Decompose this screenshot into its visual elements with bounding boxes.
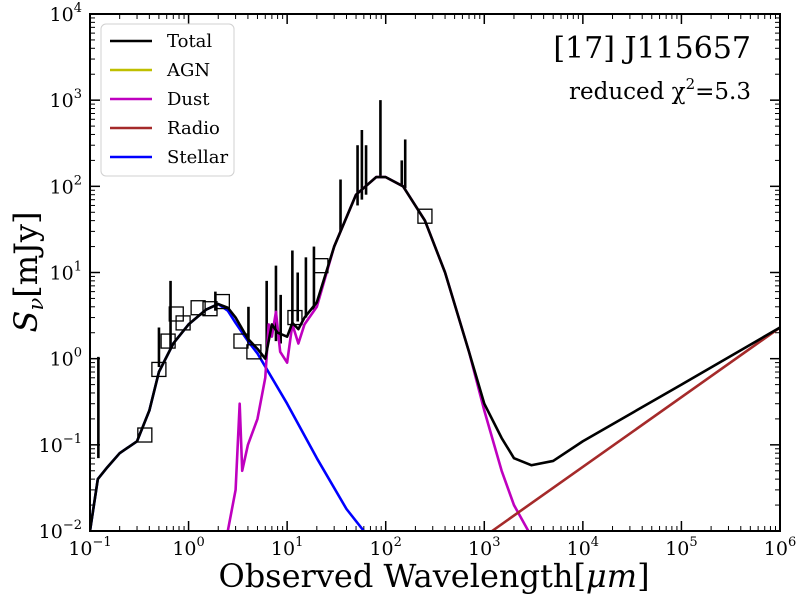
- x-tick-exp: 6: [788, 535, 796, 550]
- legend-label-stellar: Stellar: [167, 147, 228, 168]
- y-tick-base: 10: [50, 176, 74, 198]
- x-tick-label: 105: [665, 535, 697, 560]
- x-tick-base: 10: [567, 538, 591, 560]
- y-tick-base: 10: [50, 349, 74, 371]
- x-tick-label: 106: [764, 535, 796, 560]
- x-tick-label: 10−1: [68, 535, 111, 560]
- y-tick-exp: −2: [63, 518, 82, 533]
- y-tick-exp: −1: [63, 432, 82, 447]
- subtitle-power: 2: [686, 75, 696, 93]
- chart-subtitle: reduced χ2=5.3: [569, 75, 751, 105]
- x-tick-labels: 10−1 100 101 102 103 104 105 106: [68, 535, 796, 560]
- x-tick-label: 104: [567, 535, 599, 560]
- y-axis-label-symbol: S: [7, 311, 45, 333]
- observation-marker: [175, 315, 191, 331]
- x-axis-label-close: ]: [637, 557, 649, 595]
- x-tick-label: 100: [172, 535, 204, 560]
- observation-marker: [160, 333, 176, 349]
- x-tick-base: 10: [665, 538, 689, 560]
- y-tick-exp: 2: [74, 173, 82, 188]
- plot-frame: [89, 13, 781, 532]
- observation-marker: [137, 427, 153, 443]
- y-tick-exp: 1: [74, 260, 82, 275]
- observation-marker: [313, 258, 329, 274]
- observation-marker: [151, 361, 167, 378]
- y-tick-exp: 4: [74, 1, 82, 16]
- y-tick-label: 102: [50, 173, 82, 198]
- x-tick-base: 10: [172, 538, 196, 560]
- x-tick-base: 10: [271, 538, 295, 560]
- observation-marker: [417, 208, 433, 224]
- y-tick-label: 103: [50, 87, 82, 112]
- y-tick-label: 101: [50, 260, 82, 285]
- x-tick-exp: 5: [689, 535, 697, 550]
- observation-marker: [233, 333, 249, 349]
- x-tick-base: 10: [68, 538, 92, 560]
- observation-marker: [246, 344, 262, 360]
- x-tick-base: 10: [369, 538, 393, 560]
- y-tick-base: 10: [39, 435, 63, 457]
- legend-label-dust: Dust: [167, 89, 210, 110]
- legend-box: [100, 23, 235, 177]
- x-tick-base: 10: [468, 538, 492, 560]
- y-tick-label: 10−2: [39, 518, 82, 543]
- x-tick-exp: 0: [197, 535, 205, 550]
- y-tick-exp: 3: [74, 87, 82, 102]
- x-tick-label: 102: [369, 535, 401, 560]
- x-axis-label-unit: μm: [586, 557, 637, 595]
- y-axis-label-sub: ν: [24, 298, 48, 311]
- legend: Total AGN Dust Radio Stellar: [100, 23, 235, 177]
- legend-label-radio: Radio: [167, 118, 220, 139]
- y-tick-label: 10−1: [39, 432, 82, 457]
- x-tick-label: 103: [468, 535, 500, 560]
- x-tick-exp: 1: [295, 535, 303, 550]
- y-axis-label: Sν[mJy]: [7, 212, 48, 333]
- x-tick-base: 10: [764, 538, 788, 560]
- x-tick-exp: 3: [492, 535, 500, 550]
- y-tick-base: 10: [50, 263, 74, 285]
- y-tick-label: 100: [50, 346, 82, 371]
- y-tick-base: 10: [50, 4, 74, 26]
- x-tick-exp: 4: [591, 535, 599, 550]
- subtitle-prefix: reduced χ: [569, 79, 686, 105]
- chart-title: [17] J115657: [553, 31, 751, 66]
- x-axis-label: Observed Wavelength[μm]: [218, 557, 649, 595]
- y-axis-label-unit: [mJy]: [7, 212, 45, 298]
- y-tick-label: 104: [50, 1, 82, 26]
- observation-markers: [137, 208, 433, 443]
- x-axis-label-text: Observed Wavelength[: [218, 557, 585, 595]
- x-tick-exp: −1: [93, 535, 112, 550]
- observation-marker: [287, 309, 303, 326]
- x-tick-label: 101: [271, 535, 303, 560]
- y-tick-base: 10: [50, 90, 74, 112]
- legend-label-total: Total: [167, 31, 212, 52]
- y-tick-base: 10: [39, 521, 63, 543]
- observation-marker: [214, 293, 230, 310]
- series-layer: [90, 175, 780, 531]
- series-line-radio: [491, 326, 780, 531]
- observation-marker: [190, 300, 206, 316]
- legend-label-agn: AGN: [166, 60, 210, 81]
- y-tick-exp: 0: [74, 346, 82, 361]
- subtitle-suffix: =5.3: [695, 79, 751, 105]
- x-tick-exp: 2: [394, 535, 402, 550]
